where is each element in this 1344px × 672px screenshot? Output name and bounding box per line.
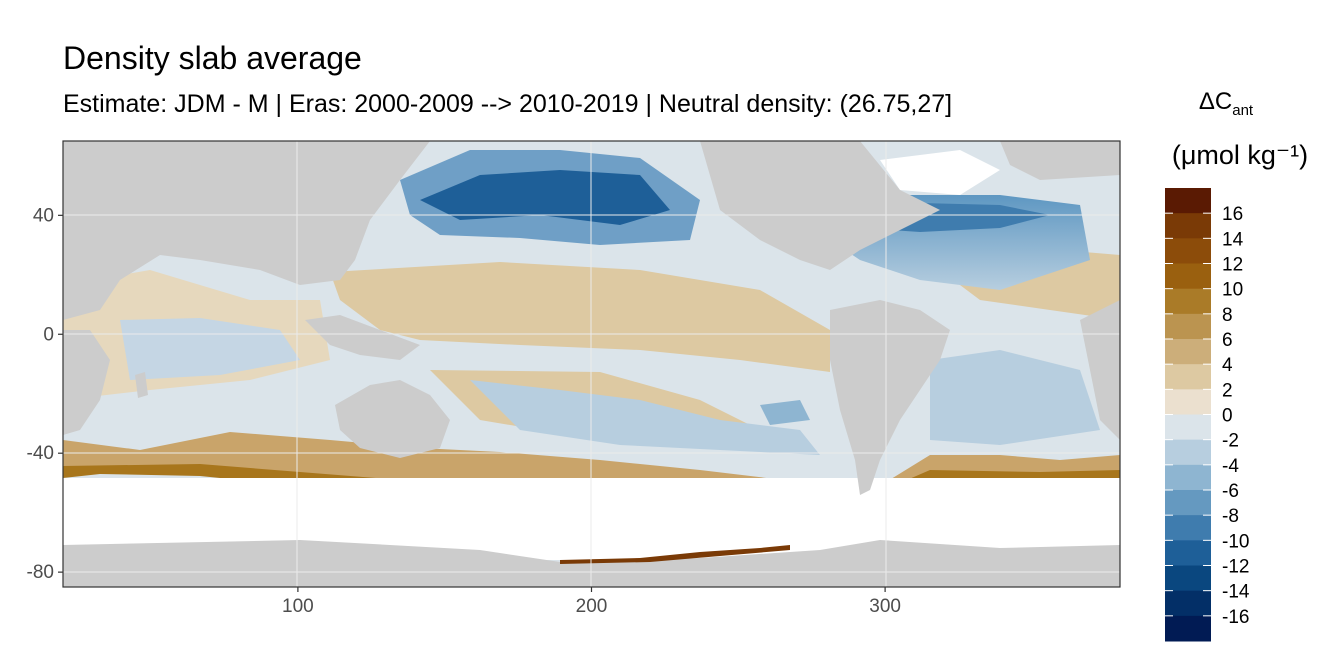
- x-tick-label: 200: [576, 596, 608, 617]
- chart-subtitle: Estimate: JDM - M | Eras: 2000-2009 --> …: [63, 90, 953, 118]
- land-africa-east: [1080, 300, 1120, 440]
- y-tick-label: -80: [27, 562, 54, 583]
- legend-swatch: [1165, 565, 1211, 592]
- legend-swatch: [1165, 590, 1211, 617]
- legend-title-subscript: ant: [1232, 101, 1254, 119]
- legend-label: 6: [1222, 330, 1233, 351]
- legend-label: 10: [1222, 280, 1243, 301]
- legend-swatch: [1165, 389, 1211, 415]
- land-asia: [63, 141, 430, 320]
- legend-label: -12: [1222, 557, 1249, 578]
- legend-swatch: [1165, 238, 1211, 264]
- legend-swatch: [1165, 263, 1211, 290]
- legend-label: 8: [1222, 305, 1233, 326]
- legend-label: 0: [1222, 406, 1233, 427]
- legend-swatch: [1165, 515, 1211, 541]
- map-panel: [63, 141, 1120, 587]
- color-legend: 16 14 12 10 8 6 4 2 0 -2 -4 -6 -8 -10 -12 -14 -16: [1165, 188, 1250, 642]
- legend-label: 14: [1222, 229, 1244, 250]
- y-tick-label: 40: [33, 205, 54, 226]
- south-atlantic-blue: [930, 350, 1100, 445]
- legend-swatch: [1165, 615, 1211, 642]
- tropical-pacific-tan: [330, 262, 830, 372]
- legend-label: -8: [1222, 506, 1239, 527]
- land-indonesia: [305, 315, 420, 360]
- y-axis: 40 0 -40 -80: [27, 205, 63, 583]
- north-pacific-dark: [420, 170, 670, 225]
- y-tick-label: -40: [27, 443, 54, 464]
- legend-swatch: [1165, 188, 1211, 214]
- south-pacific-blue: [470, 380, 820, 455]
- legend-swatch: [1165, 439, 1211, 466]
- legend-label: -2: [1222, 431, 1239, 452]
- x-axis: 100 200 300: [282, 587, 901, 617]
- legend-title: ΔCant: [1176, 88, 1276, 119]
- land: [63, 141, 1120, 587]
- legend-swatch: [1165, 414, 1211, 441]
- legend-swatch: [1165, 339, 1211, 365]
- legend-label: -6: [1222, 481, 1239, 502]
- south-pacific-blue-2: [760, 400, 810, 425]
- legend-swatch: [1165, 313, 1211, 340]
- x-tick-label: 300: [869, 596, 901, 617]
- x-tick-label: 100: [282, 596, 314, 617]
- legend-label: 2: [1222, 380, 1233, 401]
- antarctic-coastal-positive: [560, 545, 790, 564]
- legend-swatch: [1165, 490, 1211, 516]
- land-greenland: [1000, 141, 1120, 180]
- grid-lines: [63, 141, 1120, 587]
- legend-swatch: [1165, 213, 1211, 239]
- land-madagascar: [135, 372, 148, 398]
- legend-title-main: ΔC: [1198, 88, 1233, 115]
- land-south-america: [830, 300, 950, 495]
- legend-label: -10: [1222, 531, 1249, 552]
- legend-swatch: [1165, 364, 1211, 390]
- land-north-america: [700, 141, 940, 270]
- legend-label: 16: [1222, 204, 1243, 225]
- legend-swatch: [1165, 464, 1211, 491]
- legend-label: 12: [1222, 255, 1243, 276]
- legend-units: (μmol kg⁻¹): [1171, 140, 1309, 170]
- nodata-canada: [880, 150, 1000, 195]
- legend-label: 4: [1222, 355, 1233, 376]
- y-tick-label: 0: [43, 324, 54, 345]
- legend-swatch: [1165, 540, 1211, 566]
- legend-label: -14: [1222, 582, 1250, 603]
- legend-label: -4: [1222, 456, 1239, 477]
- land-africa: [63, 330, 110, 435]
- legend-swatch: [1165, 288, 1211, 315]
- legend-label: -16: [1222, 607, 1249, 628]
- chart-title: Density slab average: [63, 40, 362, 76]
- land-australia: [335, 380, 450, 458]
